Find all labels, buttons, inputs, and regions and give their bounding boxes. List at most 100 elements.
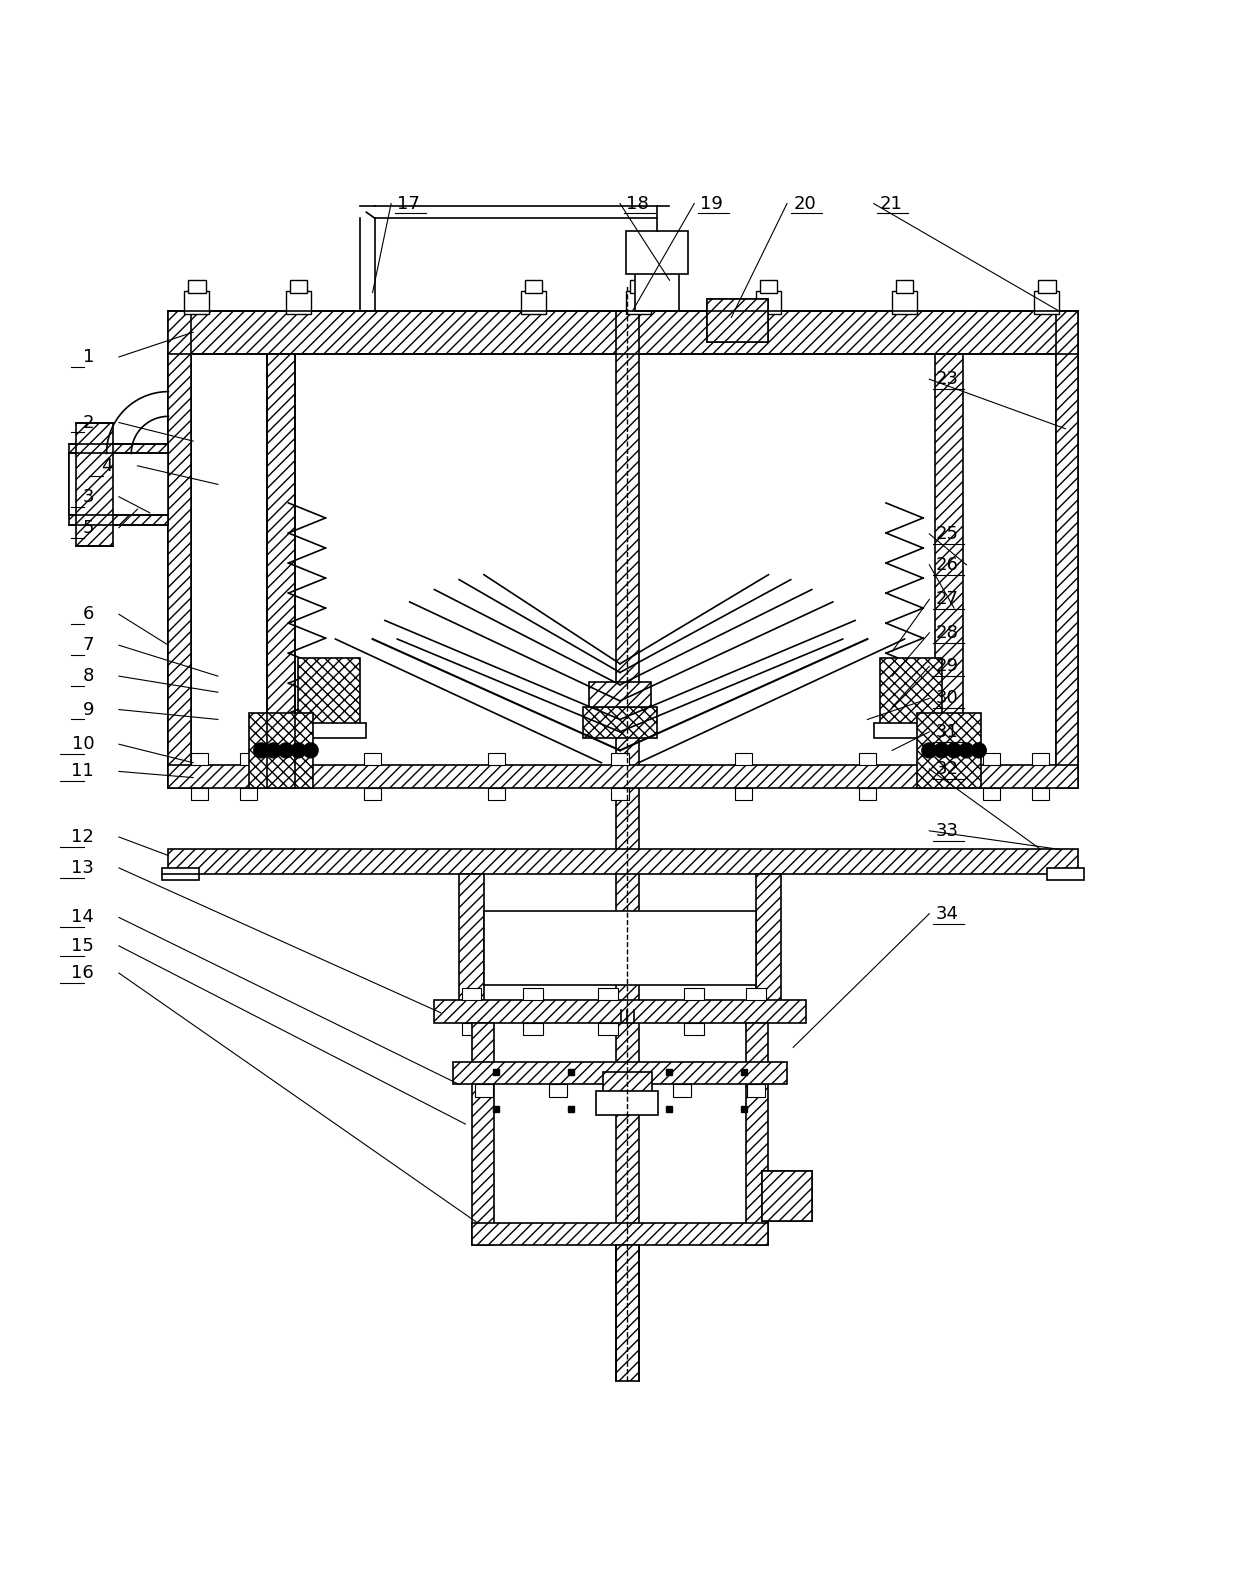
Circle shape [304,743,319,758]
Text: 30: 30 [935,690,959,707]
Bar [684,1022,704,1035]
Bar [616,312,639,1282]
Text: 6: 6 [83,605,94,624]
Bar [630,280,647,293]
Bar [707,299,769,342]
Text: 17: 17 [397,195,420,213]
Bar [684,988,704,1000]
Bar [589,682,651,707]
Bar [169,354,191,762]
Text: 31: 31 [935,723,959,740]
Bar [299,658,360,726]
Bar [523,988,543,1000]
Bar [897,280,913,293]
Bar [1055,312,1078,788]
Bar [185,291,210,313]
Text: 26: 26 [935,556,959,573]
Bar [735,788,753,800]
Bar [1034,291,1059,313]
Circle shape [921,743,936,758]
Text: 16: 16 [72,964,94,983]
Bar [169,312,1078,354]
Bar [596,1090,658,1115]
Bar [69,444,169,524]
Text: 1: 1 [83,348,94,365]
Circle shape [946,743,961,758]
Bar [525,280,542,293]
Bar [268,354,295,788]
Bar [1038,280,1055,293]
Bar [471,1224,769,1246]
Bar [880,658,941,726]
Text: 13: 13 [72,858,94,877]
Text: 21: 21 [880,195,903,213]
Circle shape [279,743,294,758]
Text: 23: 23 [935,370,959,387]
Bar [735,753,753,765]
Bar [583,707,657,739]
Bar [760,280,777,293]
Bar [249,713,314,788]
Bar [363,788,381,800]
Text: 32: 32 [935,761,959,778]
Bar [748,1085,765,1096]
Bar [626,291,651,313]
Bar [461,1022,481,1035]
Bar [598,988,618,1000]
Bar [191,753,208,765]
Bar [549,1085,567,1096]
Circle shape [291,743,306,758]
Bar [459,874,484,1010]
Bar [916,713,981,788]
Bar [1032,753,1049,765]
Bar [893,291,916,313]
Bar [293,723,366,739]
Text: 5: 5 [83,518,94,537]
Bar [76,422,113,547]
Bar [746,1022,769,1246]
Bar [611,753,629,765]
Bar [461,988,481,1000]
Text: 8: 8 [83,668,94,685]
Bar [707,299,769,342]
Bar [635,243,680,312]
Bar [874,723,947,739]
Bar [598,1022,618,1035]
Bar [1032,788,1049,800]
Bar [746,988,766,1000]
Bar [673,1085,691,1096]
Bar [191,788,208,800]
Text: 33: 33 [935,822,959,839]
Bar [756,291,781,313]
Text: 2: 2 [83,414,94,432]
Bar [453,1062,787,1085]
Bar [1047,868,1084,880]
Bar [487,753,505,765]
Text: 14: 14 [72,909,94,926]
Bar [241,753,258,765]
Text: 18: 18 [626,195,649,213]
Bar [521,291,546,313]
Bar [616,1246,639,1381]
Circle shape [934,743,949,758]
Bar [611,788,629,800]
Bar [763,1172,812,1221]
Text: 25: 25 [935,524,959,543]
Bar [487,788,505,800]
Bar [859,788,877,800]
Bar [69,454,169,515]
Bar [523,1022,543,1035]
Bar [982,753,999,765]
Bar [746,1022,766,1035]
Bar [241,788,258,800]
Bar [935,354,962,788]
Text: 20: 20 [794,195,816,213]
Bar [434,1000,806,1022]
Bar [484,912,756,986]
Circle shape [267,743,281,758]
Bar [188,280,206,293]
Bar [763,1172,812,1221]
Text: 10: 10 [72,736,94,753]
Bar [169,312,191,788]
Bar [471,1022,494,1246]
